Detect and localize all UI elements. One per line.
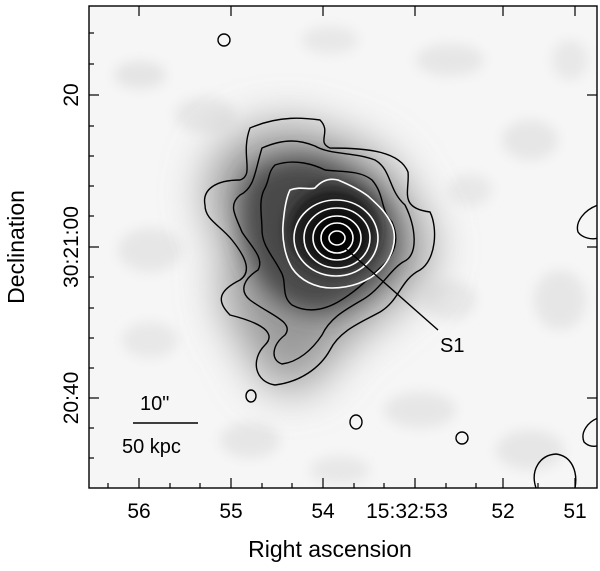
source-label-s1: S1 [440, 335, 464, 357]
background-noise [114, 26, 588, 484]
x-tick-label: 55 [219, 500, 242, 523]
s1-leader-line [344, 247, 439, 331]
y-axis-title: Declination [3, 190, 29, 304]
scale-bar-arcsec-label: 10" [140, 393, 169, 415]
image-panel [89, 6, 597, 488]
x-tick-label: 56 [127, 500, 150, 523]
inner-contours [282, 178, 396, 289]
x-tick-label: 52 [491, 500, 514, 523]
y-tick-label: 20 [60, 83, 83, 106]
x-tick-labels: 56 55 54 15:32:53 52 51 [127, 500, 586, 523]
outer-contours [203, 33, 597, 488]
y-tick-label: 30:21:00 [60, 206, 83, 288]
x-tick-label: 54 [311, 500, 335, 523]
scale-bar-kpc-label: 50 kpc [122, 436, 181, 458]
y-tick-label: 20:40 [60, 372, 83, 425]
x-axis-title: Right ascension [248, 536, 412, 562]
scale-bar: 10" 50 kpc [122, 393, 198, 458]
y-tick-labels: 20 30:21:00 20:40 [60, 83, 83, 424]
x-axis-ticks [107, 6, 576, 488]
x-tick-label: 15:32:53 [366, 500, 448, 523]
x-tick-label: 51 [563, 500, 586, 523]
y-axis-ticks [89, 32, 597, 459]
